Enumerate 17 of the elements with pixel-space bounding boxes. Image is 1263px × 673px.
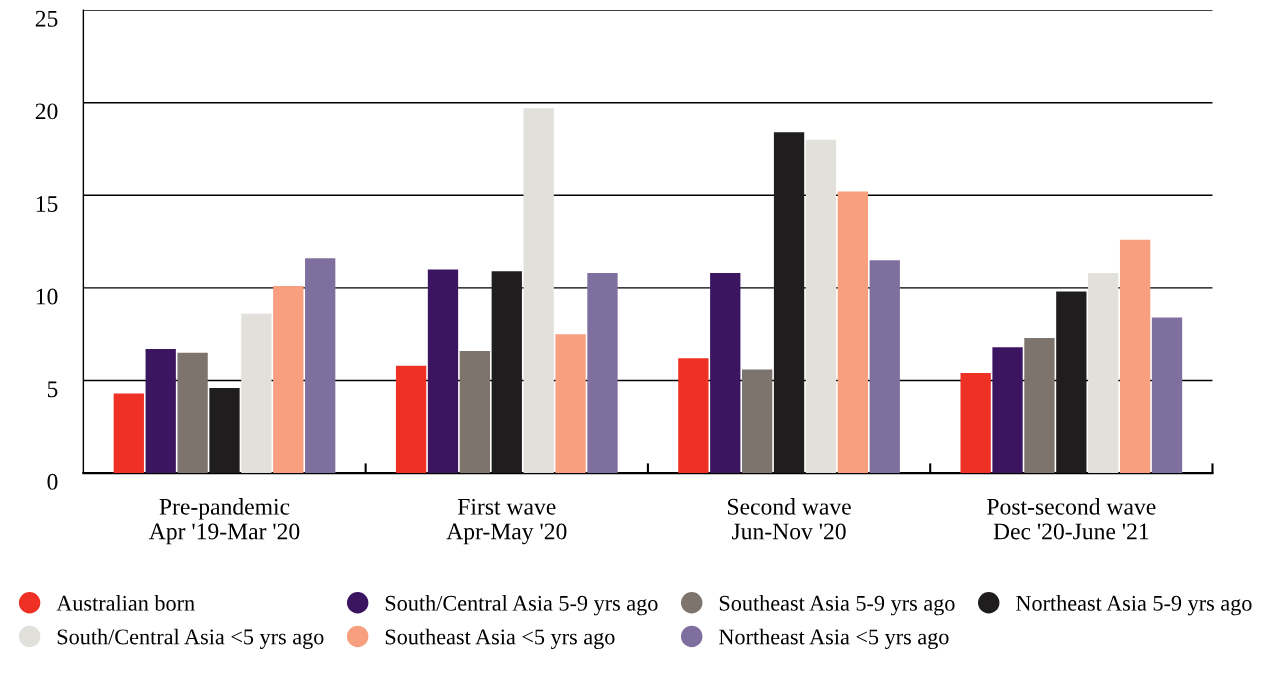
y-tick-label: 20 [35,103,58,120]
x-tick-label: Pre-pandemic Apr '19-Mar '20 [149,498,300,545]
legend-label: Southeast Asia <5 yrs ago [385,628,615,650]
x-tick-label: Post-second wave Dec '20-June '21 [987,498,1156,540]
legend-label: Australian born [56,595,195,611]
x-tick-label: Second wave Jun-Nov '20 [728,498,851,540]
legend-label: Northeast Asia <5 yrs ago [719,628,949,650]
x-tick-label: First wave Apr-May '20 [446,498,567,545]
legend-label: South/Central Asia 5-9 yrs ago [385,595,658,616]
y-tick-label: 5 [47,381,58,398]
y-tick-label: 25 [35,10,58,27]
legend-label: South/Central Asia <5 yrs ago [57,628,324,649]
legend-label: Northeast Asia 5-9 yrs ago [1016,595,1252,616]
y-tick-label: 0 [47,473,58,490]
legend-label: Southeast Asia 5-9 yrs ago [719,595,955,616]
y-tick-label: 10 [36,288,58,305]
y-tick-label: 15 [36,196,58,212]
